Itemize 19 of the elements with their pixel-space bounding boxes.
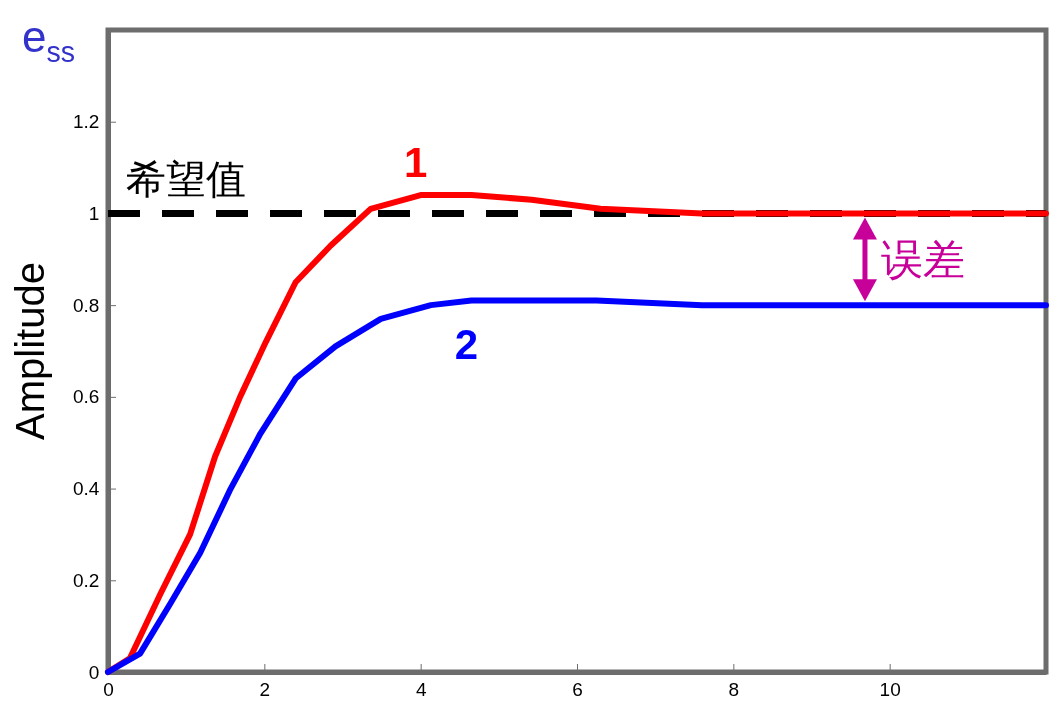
x-tick-label: 0	[103, 678, 114, 700]
x-tick-label: 2	[259, 678, 271, 700]
y-tick-label: 0.6	[72, 386, 100, 408]
annotation: 误差	[880, 236, 965, 284]
text: e$_{ss}$	[22, 12, 76, 69]
y-axis-title: Amplitude	[8, 262, 52, 440]
y-tick-label: 0.4	[72, 478, 100, 500]
y-tick-label: 0.2	[72, 569, 100, 591]
x-tick-label: 8	[728, 678, 740, 700]
ref-line-label: 希望值	[126, 157, 246, 202]
y-tick-label: 0.8	[72, 294, 100, 316]
y-tick-label: 1	[88, 203, 100, 225]
y-tick-label: 1.2	[72, 111, 100, 133]
y-tick-label: 0	[88, 661, 100, 683]
x-tick-label: 10	[879, 678, 901, 700]
series-label: 1	[403, 139, 428, 187]
x-tick-label: 4	[415, 678, 427, 700]
x-tick-label: 6	[572, 678, 583, 700]
series-label: 2	[454, 320, 479, 368]
